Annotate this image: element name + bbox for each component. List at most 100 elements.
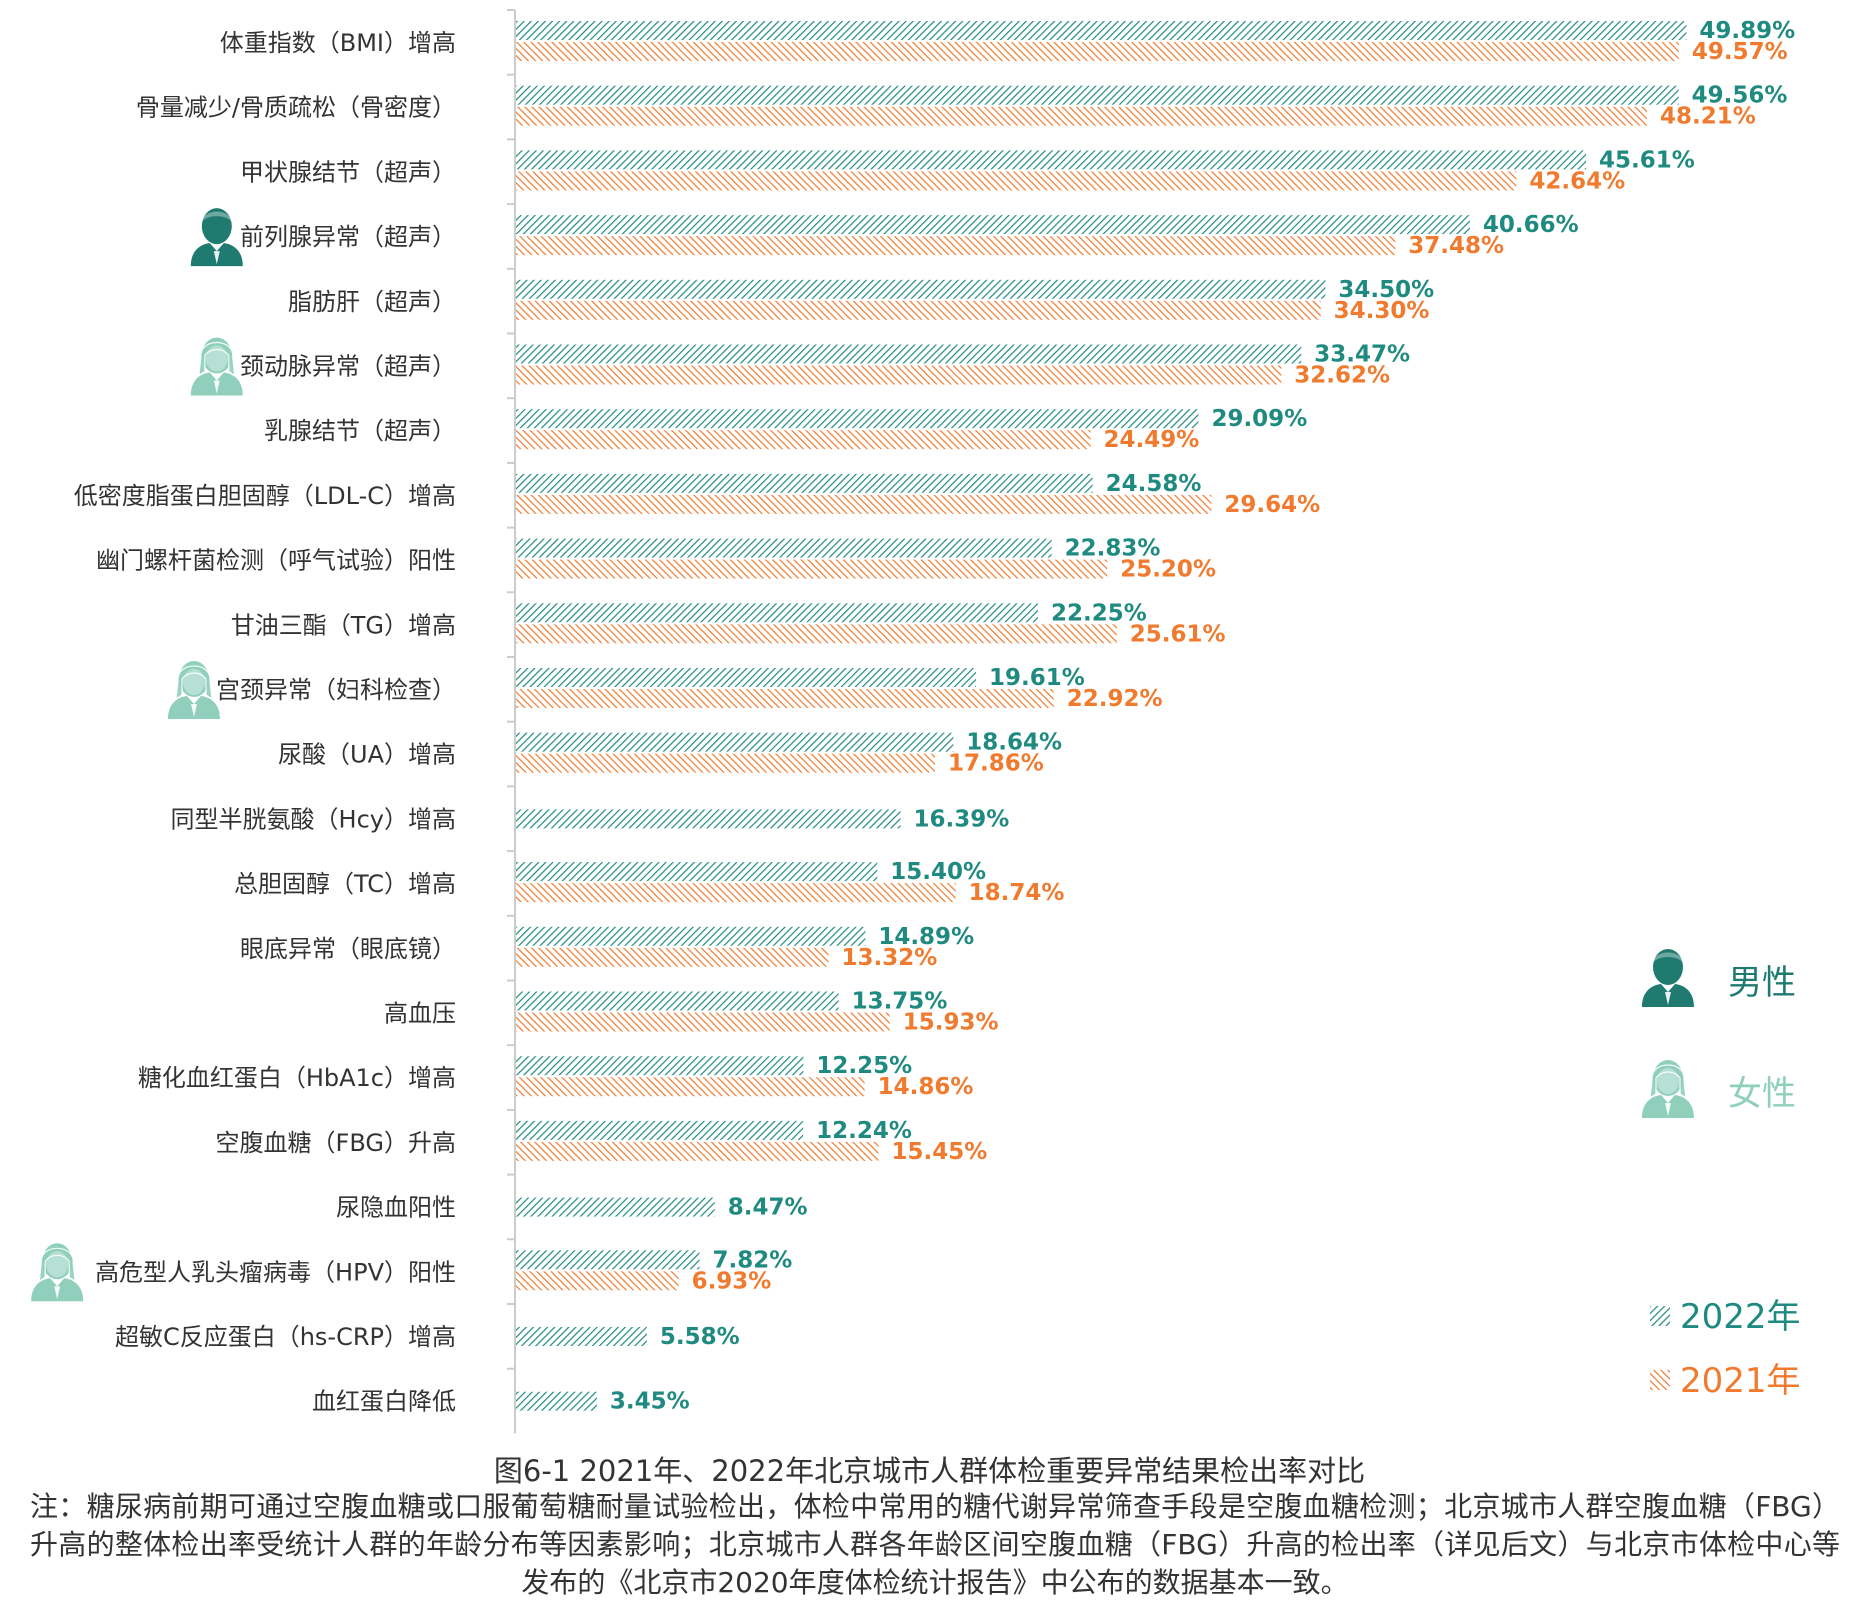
category-label: 同型半胱氨酸（Hcy）增高 [171,805,456,833]
category-label: 宫颈异常（妇科检查） [216,676,456,704]
male-person-icon [1642,949,1694,1007]
value-label-2022: 5.58% [660,1324,740,1350]
figure-caption-note: 注：糖尿病前期可通过空腹血糖或口服葡萄糖耐量试验检出，体检中常用的糖代谢异常筛查… [30,1490,1840,1599]
category-label: 低密度脂蛋白胆固醇（LDL-C）增高 [74,482,456,510]
bar-2022 [516,1120,804,1140]
value-label-2021: 14.86% [878,1074,974,1100]
category-label: 空腹血糖（FBG）升高 [216,1129,456,1157]
female-person-icon [190,337,243,396]
category-label: 血红蛋白降低 [312,1388,456,1416]
bar-2022 [516,150,1587,170]
value-label-2021: 25.61% [1130,621,1226,647]
value-label-2021: 42.64% [1529,168,1625,194]
value-label-2021: 6.93% [692,1268,772,1294]
bars-layer [516,21,1687,1411]
legend-female: 女性 [1642,1060,1796,1118]
bar-2022 [516,409,1199,429]
bar-2021 [516,300,1321,320]
bar-2021 [516,689,1054,708]
category-label: 前列腺异常（超声） [240,223,456,251]
category-label: 糖化血红蛋白（HbA1c）增高 [138,1064,456,1092]
value-label-2021: 22.92% [1067,686,1163,712]
value-label-2021: 34.30% [1334,298,1430,324]
value-label-2021: 48.21% [1660,104,1756,130]
bar-2021 [516,559,1108,579]
legend-swatch-2021 [1650,1370,1670,1390]
bar-2021 [516,430,1091,450]
bar-2022 [516,21,1687,40]
legend-2022: 2022年 [1650,1297,1801,1337]
category-label: 骨量减少/骨质疏松（骨密度） [136,94,456,122]
category-label: 高危型人乳头瘤病毒（HPV）阳性 [95,1258,456,1286]
value-label-2022: 22.83% [1065,536,1161,562]
value-label-2022: 13.75% [852,989,948,1015]
value-label-2022: 49.89% [1699,18,1795,44]
female-person-icon [168,661,220,719]
bar-2021 [516,883,956,903]
value-label-2022: 18.64% [966,730,1062,756]
value-label-2022: 40.66% [1483,212,1579,238]
bar-2022 [516,926,866,946]
value-label-2022: 15.40% [890,859,986,885]
value-label-2022: 33.47% [1314,342,1410,368]
bar-2021 [516,1271,679,1291]
bar-2022 [516,85,1679,105]
category-label: 体重指数（BMI）增高 [220,29,456,57]
value-label-2022: 12.25% [816,1053,912,1079]
bar-2021 [516,1077,865,1097]
legend-female-label: 女性 [1728,1074,1796,1114]
value-label-2022: 12.24% [816,1118,912,1144]
legend-2021-label: 2021年 [1680,1361,1801,1401]
bar-2021 [516,236,1396,256]
axis-layer [507,9,516,1434]
legend-swatch-2022 [1650,1306,1670,1326]
bar-2022 [516,344,1302,364]
legend-2021: 2021年 [1650,1361,1801,1401]
value-label-2022: 45.61% [1599,147,1695,173]
category-label: 颈动脉异常（超声） [240,353,456,381]
value-label-2022: 7.82% [712,1247,792,1273]
bar-2021 [516,494,1212,514]
value-label-2022: 49.56% [1692,83,1788,109]
bar-2022 [516,1197,715,1217]
value-label-2021: 17.86% [948,751,1044,777]
value-label-2021: 37.48% [1408,233,1504,259]
bar-2022 [516,732,954,752]
value-label-2021: 32.62% [1294,363,1390,389]
legend-2022-label: 2022年 [1680,1297,1801,1337]
category-label: 超敏C反应蛋白（hs-CRP）增高 [115,1323,456,1351]
bar-2021 [516,1141,879,1161]
figure-caption-title: 图6-1 2021年、2022年北京城市人群体检重要异常结果检出率对比 [493,1454,1366,1488]
category-label: 脂肪肝（超声） [288,288,456,316]
female-person-icon [31,1243,84,1302]
bar-2022 [516,1327,647,1346]
category-label: 尿酸（UA）增高 [278,741,456,769]
value-label-2022: 3.45% [610,1389,690,1415]
bar-2022 [516,1391,597,1411]
category-label: 总胆固醇（TC）增高 [234,870,456,898]
bar-2022 [516,538,1052,558]
female-person-icon [1642,1060,1694,1118]
value-label-2022: 22.25% [1051,600,1147,626]
legend-male-label: 男性 [1728,963,1796,1003]
bar-2021 [516,365,1282,385]
value-label-2022: 34.50% [1338,277,1434,303]
bar-2021 [516,947,829,967]
value-label-2021: 25.20% [1120,557,1216,583]
value-label-2022: 24.58% [1106,471,1202,497]
icons-layer [31,208,243,1302]
bar-2022 [516,473,1093,493]
value-label-2021: 18.74% [969,880,1065,906]
category-label: 高血压 [384,1000,456,1028]
value-label-2021: 24.49% [1104,427,1200,453]
category-label: 幽门螺杆菌检测（呼气试验）阳性 [96,547,456,575]
legend: 男性 女性 2022年 2021年 [1642,949,1801,1401]
value-label-2021: 13.32% [841,945,937,971]
bar-2021 [516,171,1517,191]
value-label-2022: 16.39% [914,806,1010,832]
bar-2022 [516,862,878,882]
bar-2022 [516,279,1326,299]
bar-2021 [516,1012,890,1032]
value-label-2022: 14.89% [878,924,974,950]
value-label-2021: 29.64% [1224,492,1320,518]
